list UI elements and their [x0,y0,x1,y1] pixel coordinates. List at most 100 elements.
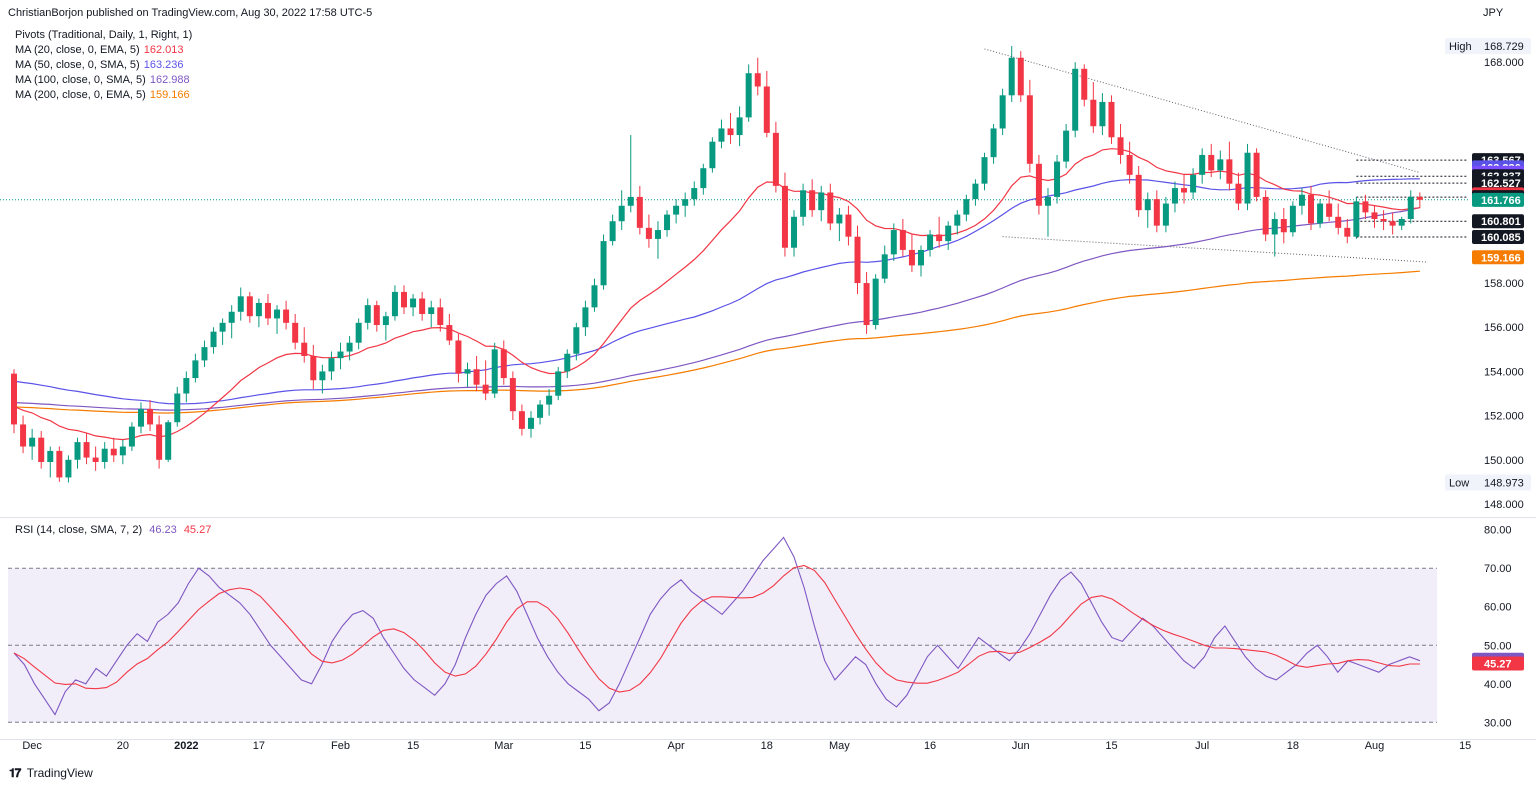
candle [673,199,680,224]
legend-item-value: 162.988 [149,74,190,86]
candle [310,344,317,390]
tradingview-logo[interactable]: 𝟏𝟕 TradingView [9,766,93,781]
candle-body [772,132,779,186]
legend-item-label: MA (200, close, 0, EMA, 5) [15,89,146,101]
candle-body [29,437,36,447]
candle-body [1162,203,1169,226]
time-tick-label: 17 [253,740,265,752]
candle [1335,203,1342,235]
candle-body [455,340,462,374]
candle [274,305,281,334]
rsi-tick-label: 60.00 [1484,602,1512,614]
legend-item[interactable]: MA (200, close, 0, EMA, 5) 159.166 [15,89,190,101]
candle-body [781,185,788,248]
candle [781,172,788,257]
candle-body [219,322,226,332]
candle [11,369,17,434]
candle [482,360,489,401]
candle-body [654,230,661,239]
candle [582,300,589,337]
time-tick-label: Feb [331,740,350,752]
candle-body [264,302,271,319]
candle [83,433,90,465]
legend-item[interactable]: MA (50, close, 0, SMA, 5) 163.236 [15,59,183,71]
candle-body [673,205,680,215]
candle-body [682,199,689,206]
candle-body [246,296,253,317]
candle-body [981,157,988,184]
candle [573,322,580,361]
price-tag-text: 161.766 [1481,195,1521,207]
candle-body [473,369,480,385]
candle [546,389,553,416]
candle-body [1035,163,1042,206]
time-tick-label: Mar [494,740,513,752]
candle [1035,154,1042,215]
candle [954,210,961,235]
rsi-tick-label: 80.00 [1484,525,1512,537]
candle [908,234,915,273]
candle [718,119,725,149]
price-pane[interactable] [0,46,1468,483]
candle [1026,79,1033,173]
candle [428,300,435,328]
candle-body [228,311,235,323]
trendline-upper [984,48,1421,174]
candle [1181,174,1188,204]
candle-body [537,404,544,418]
candle-body [509,378,516,412]
candle-body [446,325,453,341]
candle [128,422,135,451]
candle [147,400,154,432]
candle [410,294,417,317]
candle-body [74,442,81,460]
candle-body [210,331,217,348]
legend-item[interactable]: MA (20, close, 0, EMA, 5) 162.013 [15,44,183,56]
candle [918,245,924,277]
price-tag: 159.166 [1472,250,1524,265]
candle [537,400,544,425]
candle-body [1135,174,1142,211]
candle-body [518,411,525,429]
candle-body [1244,152,1251,204]
time-tick-label: 18 [761,740,773,752]
candle [264,294,271,326]
candle-body [147,408,154,425]
candle [1044,188,1051,237]
candle [1117,124,1124,164]
candle [419,291,426,321]
candle-body [1144,199,1151,211]
candle [945,221,952,250]
candle-body [128,426,135,447]
legend-item[interactable]: Pivots (Traditional, Daily, 1, Right, 1) [15,29,192,41]
low-label-bg [1445,474,1531,491]
candle [836,207,843,242]
candle [600,234,607,290]
candle [654,221,661,259]
candle [854,225,861,295]
candle [527,411,534,438]
candle-body [899,230,906,250]
candle-body [337,351,344,359]
candle-body [437,307,444,326]
candle-body [1199,154,1206,175]
candle [165,420,172,462]
candle [328,351,335,381]
price-tick-label: 148.000 [1484,499,1524,511]
legend-item[interactable]: MA (100, close, 0, SMA, 5) 162.988 [15,74,190,86]
rsi-pane[interactable] [8,536,1437,723]
candle [845,205,852,246]
candle [1153,190,1160,233]
time-tick-label: Dec [22,740,42,752]
candle-body [491,349,498,394]
candle-body [401,291,408,308]
candle [1416,192,1423,208]
candle-body [1326,203,1333,217]
candle [636,185,643,235]
price-tick-label: 150.000 [1484,455,1524,467]
time-axis[interactable]: Dec 20 2022 17 Feb 15 Mar 15 Apr 18 May 16 Jun 15 Jul 1… [22,740,1536,752]
rsi-tick-label: 40.00 [1484,679,1512,691]
candle-body [863,283,870,326]
price-axis[interactable]: 148.000 150.000 152.000 154.000 156.000 158.0… [1445,38,1531,729]
